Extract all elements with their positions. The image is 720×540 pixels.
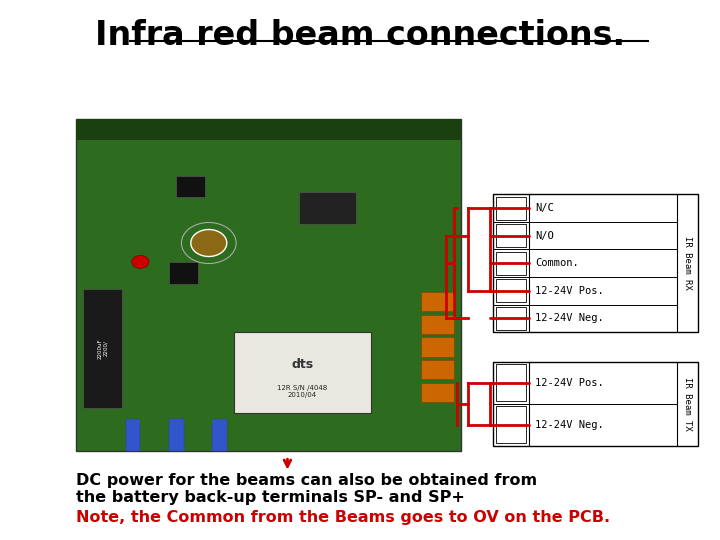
Text: IR Beam TX: IR Beam TX: [683, 377, 692, 430]
Bar: [421, 315, 454, 334]
Circle shape: [191, 230, 227, 256]
Bar: [421, 292, 454, 312]
Bar: [496, 197, 526, 220]
Bar: [169, 418, 184, 451]
Text: 12-24V Neg.: 12-24V Neg.: [535, 313, 603, 323]
Text: DC power for the beams can also be obtained from
the battery back-up terminals S: DC power for the beams can also be obtai…: [76, 472, 536, 505]
Bar: [76, 119, 461, 451]
Bar: [76, 119, 461, 140]
Bar: [496, 224, 526, 247]
Bar: [493, 362, 698, 446]
Text: 12R S/N /4048
2010/04: 12R S/N /4048 2010/04: [277, 385, 328, 398]
Text: Note, the Common from the Beams goes to OV on the PCB.: Note, the Common from the Beams goes to …: [76, 510, 610, 525]
Bar: [83, 289, 122, 408]
Bar: [421, 360, 454, 380]
Bar: [496, 252, 526, 275]
Bar: [169, 262, 198, 284]
Text: 2200uF
2200/: 2200uF 2200/: [97, 338, 108, 359]
Circle shape: [132, 255, 149, 268]
Text: N/O: N/O: [535, 231, 554, 241]
Bar: [496, 406, 526, 443]
Text: N/C: N/C: [535, 203, 554, 213]
Bar: [496, 364, 526, 402]
Text: 12-24V Neg.: 12-24V Neg.: [535, 420, 603, 430]
Bar: [299, 192, 356, 224]
Bar: [496, 307, 526, 330]
Bar: [126, 418, 140, 451]
Text: Common.: Common.: [535, 258, 579, 268]
Bar: [234, 332, 371, 413]
Bar: [212, 418, 227, 451]
Bar: [493, 194, 698, 332]
Bar: [176, 176, 205, 197]
Text: IR Beam RX: IR Beam RX: [683, 237, 692, 290]
Bar: [496, 279, 526, 302]
Bar: [421, 338, 454, 357]
Text: 12-24V Pos.: 12-24V Pos.: [535, 377, 603, 388]
Bar: [421, 383, 454, 402]
Text: Infra red beam connections.: Infra red beam connections.: [95, 19, 625, 52]
Text: dts: dts: [292, 358, 313, 371]
Text: 12-24V Pos.: 12-24V Pos.: [535, 286, 603, 296]
